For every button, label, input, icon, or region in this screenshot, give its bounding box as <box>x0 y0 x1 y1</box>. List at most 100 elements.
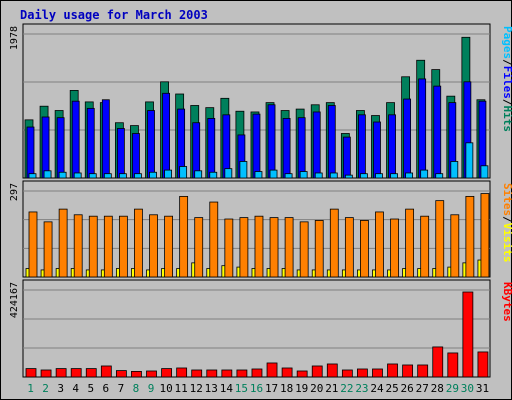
sites-bar <box>314 220 324 278</box>
kbytes-bar <box>326 363 338 378</box>
legend-entry: KBytes <box>501 282 512 322</box>
files-bar <box>282 118 291 179</box>
kbytes-bar <box>100 365 112 378</box>
sites-bar <box>254 215 264 278</box>
files-bar <box>132 133 140 179</box>
day-label: 9 <box>148 382 155 395</box>
files-bar <box>71 100 80 179</box>
kbytes-bar <box>131 370 142 378</box>
sites-bar <box>164 215 173 278</box>
pages-bar <box>450 161 459 179</box>
sites-bar <box>480 193 490 278</box>
pages-bar <box>179 166 188 179</box>
sites-bar <box>299 221 309 278</box>
day-label: 15 <box>235 382 248 395</box>
kbytes-bar <box>447 352 459 378</box>
sites-bar <box>43 221 53 278</box>
kbytes-bar <box>115 370 127 378</box>
files-bar <box>86 107 95 179</box>
kbytes-bar <box>161 368 172 378</box>
pages-bar <box>254 171 263 179</box>
files-bar <box>26 126 35 179</box>
sites-bar <box>28 211 38 278</box>
pages-bar <box>118 173 127 179</box>
day-label: 8 <box>133 382 140 395</box>
kbytes-bar <box>146 370 157 378</box>
pages-bar <box>420 169 429 179</box>
day-label: 23 <box>355 382 368 395</box>
pages-bar <box>194 170 203 179</box>
sites-bar <box>435 200 445 278</box>
files-bar <box>403 98 412 179</box>
sites-bar <box>88 215 98 278</box>
files-bar <box>312 111 321 179</box>
kbytes-bar <box>70 368 82 378</box>
kbytes-bar <box>85 368 97 378</box>
kbytes-bar <box>221 369 233 378</box>
kbytes-bar <box>432 346 444 378</box>
pages-bar <box>360 173 368 179</box>
kbytes-bar <box>251 368 263 378</box>
sites-bar <box>269 217 279 278</box>
legend-entry: / <box>501 99 512 106</box>
kbytes-y-tick-label: 424167 <box>9 282 20 318</box>
kbytes-bar <box>296 370 308 378</box>
pages-bar <box>209 171 218 179</box>
sites-bar <box>134 208 143 278</box>
sites-y-tick-label: 297 <box>9 183 20 201</box>
pages-bar <box>390 173 398 179</box>
legend-entry: Pages <box>501 26 512 59</box>
legend-entry: Sites <box>501 183 512 216</box>
day-label: 7 <box>118 382 125 395</box>
sites-bar <box>344 217 354 278</box>
pages-bar <box>43 170 52 179</box>
day-label: 6 <box>103 382 110 395</box>
files-bar <box>192 122 201 179</box>
kbytes-bar <box>402 364 414 378</box>
files-bar <box>433 85 442 179</box>
kbytes-bar <box>206 369 218 378</box>
pages-bar <box>480 165 489 179</box>
kbytes-bar <box>176 367 188 378</box>
day-label: 17 <box>265 382 278 395</box>
sites-bar <box>239 217 249 278</box>
kbytes-legend: KBytes <box>501 282 512 322</box>
files-bar <box>327 105 336 179</box>
pages-bar <box>299 171 308 179</box>
day-label: 31 <box>476 382 489 395</box>
pages-bar <box>375 173 383 179</box>
kbytes-bar <box>462 291 474 378</box>
pages-bar <box>134 173 142 179</box>
files-bar <box>147 110 155 179</box>
pages-bar <box>58 171 67 179</box>
pages-bar <box>314 172 323 179</box>
sites-bar <box>405 208 415 278</box>
kbytes-bar <box>40 369 52 378</box>
sites-bar <box>284 217 294 278</box>
sites-bar <box>194 217 204 278</box>
pages-bar <box>73 172 82 179</box>
day-label: 30 <box>461 382 474 395</box>
files-bar <box>297 117 306 179</box>
day-label: 20 <box>310 382 323 395</box>
sites-bar <box>329 208 339 278</box>
pages-bar <box>149 171 157 179</box>
sites-bar <box>360 220 369 278</box>
files-bar <box>41 116 50 179</box>
pages-bar <box>103 173 112 179</box>
pages-bar <box>344 174 353 179</box>
hits-y-tick-label: 1978 <box>9 26 20 50</box>
kbytes-bar <box>477 351 489 378</box>
files-bar <box>388 114 396 179</box>
day-label: 4 <box>72 382 79 395</box>
day-label: 27 <box>416 382 429 395</box>
day-label: 5 <box>87 382 94 395</box>
files-bar <box>418 78 427 179</box>
chart-title: Daily usage for March 2003 <box>20 8 208 22</box>
files-bar <box>162 92 170 179</box>
sites-bar <box>450 214 460 278</box>
kbytes-bar <box>266 362 278 378</box>
legend-entry: / <box>501 59 512 66</box>
legend-entry: / <box>501 216 512 223</box>
